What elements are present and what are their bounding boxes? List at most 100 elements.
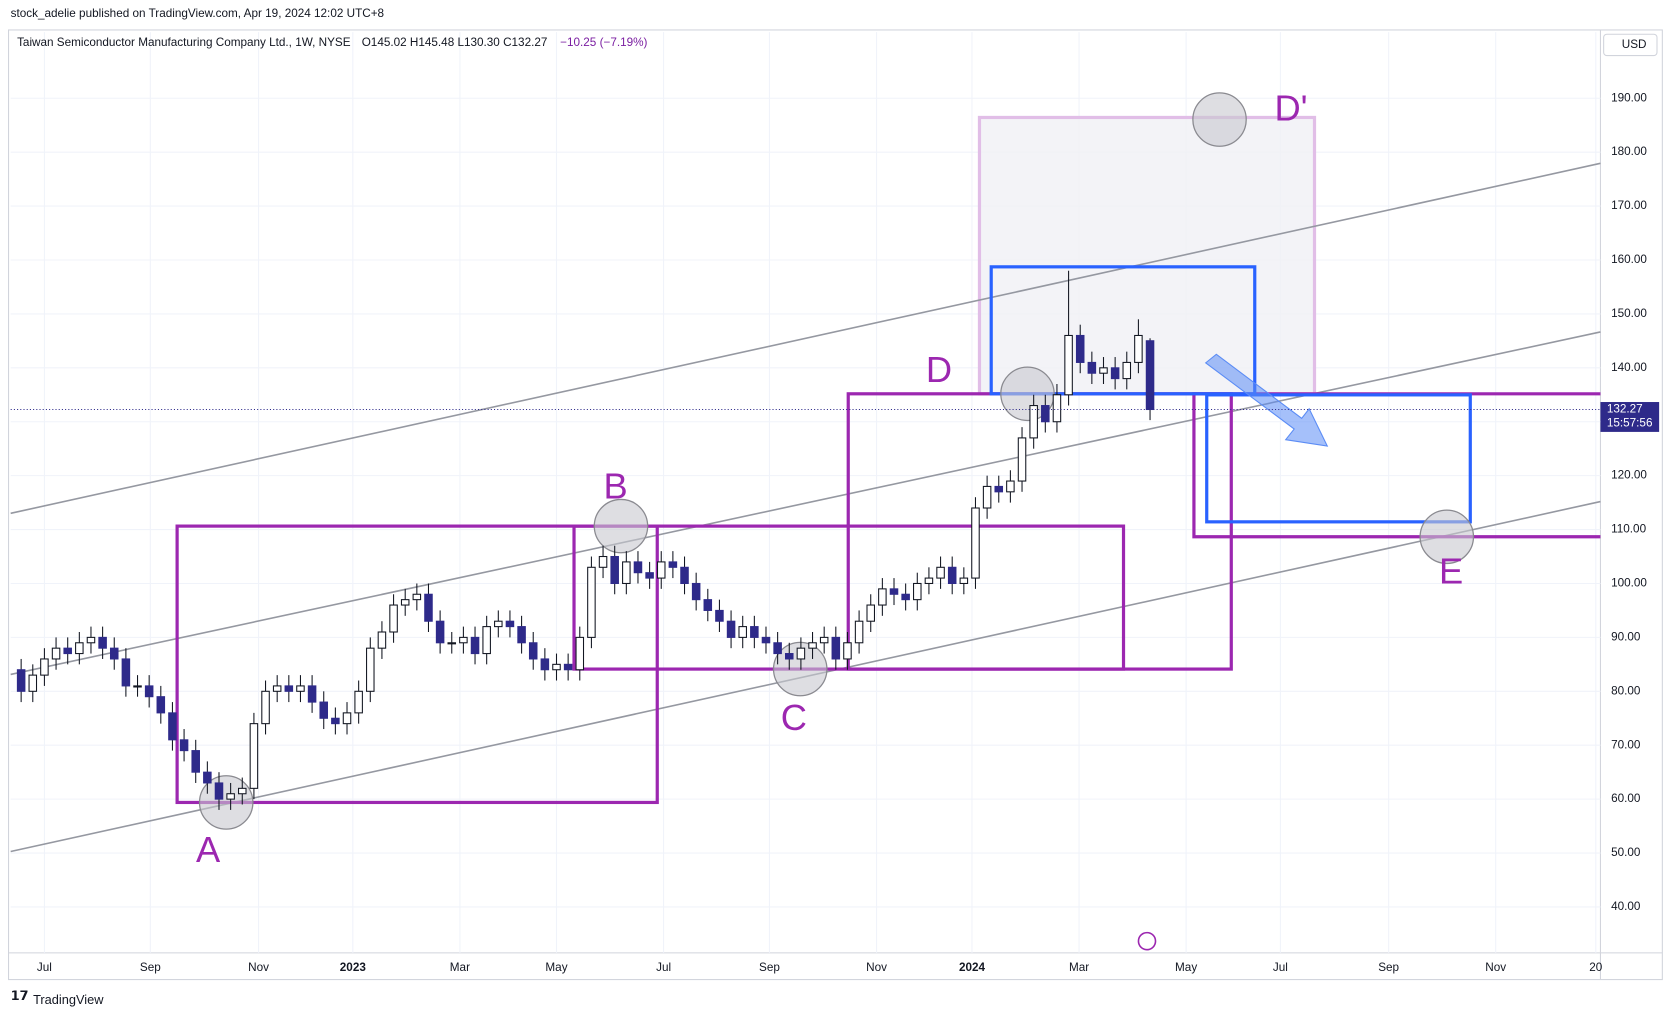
x-tick-label: Mar [1069,961,1089,974]
candle-body [226,793,235,800]
candle-body [1041,405,1050,423]
candle-body [645,572,654,579]
candles [16,270,1155,810]
candle-body [459,636,468,644]
candle-body [528,642,538,660]
y-tick-label: 100.00 [1611,577,1647,590]
candle-body [331,717,340,725]
currency-button[interactable] [1603,33,1658,57]
x-tick-label: Jul [37,961,52,974]
candle-body [563,663,573,671]
candle-body [936,566,945,579]
y-tick-label: 120.00 [1611,469,1647,482]
wave-label: E [1439,551,1463,592]
arrow [1204,353,1329,447]
event-icon[interactable] [1137,931,1157,951]
candle-body [319,701,329,719]
blue-box [989,265,1257,396]
candle-body [307,685,317,703]
x-tick-label: May [545,961,567,974]
candle-body [482,626,491,655]
candle-body [75,642,84,655]
candle-body [203,771,212,784]
candle-body [51,647,61,660]
candle-body [366,647,375,692]
candle-body [738,626,747,638]
candle-body [249,723,259,789]
candle-body [272,685,282,692]
candle-body [296,685,305,692]
candle-body [494,620,503,628]
candle-body [750,626,759,638]
candle-body [761,636,771,644]
y-tick-label: 150.00 [1611,307,1647,320]
symbol: Taiwan Semiconductor Manufacturing Compa… [17,36,351,49]
y-tick-label: 110.00 [1611,523,1646,536]
candle-body [808,642,817,649]
pivot-circle [1000,366,1055,422]
x-tick-label: 20 [1589,961,1603,974]
candle-body [843,642,852,660]
candle-body [598,555,608,568]
candle-body [1087,361,1097,374]
pivot-circle [1192,92,1247,147]
wave-label: C [781,697,807,738]
x-tick-label: 2023 [340,961,367,974]
pivot-circle [593,498,649,554]
x-tick-label: Mar [450,961,470,974]
candle-body [191,750,200,773]
y-tick-label: 160.00 [1611,253,1647,266]
candle-body [1075,334,1085,363]
y-tick-label: 40.00 [1611,900,1641,913]
candle-body [28,674,38,692]
candle-body [447,642,457,645]
ohlc: O145.02 H145.48 L130.30 C132.27 [362,36,548,49]
candle-body [470,636,480,655]
brand-logo: 𝟭𝟳 [11,988,29,1003]
chart-frame [8,29,1663,981]
candle-body [587,566,596,638]
x-tick-label: 2024 [959,961,986,974]
candle-body [400,599,410,606]
candle-body [261,690,270,725]
candle-body [238,787,247,795]
brand: TradingView [33,992,104,1007]
x-tick-label: Nov [866,961,887,974]
candle-body [377,631,387,649]
candle-body [959,577,969,585]
candle-body [913,582,922,601]
candle-body [1099,367,1108,374]
last-price-box [1600,402,1660,432]
candle-body [1145,340,1155,411]
candle-body [1064,334,1073,396]
candle-body [726,620,736,638]
grid [10,32,1601,953]
candle-body [86,636,96,644]
candle-body [971,507,980,579]
candle-body [98,636,107,649]
x-tick-label: Nov [248,961,269,974]
y-tick-label: 70.00 [1611,738,1641,751]
y-tick-label: 180.00 [1611,145,1647,158]
candle-body [1006,480,1015,493]
x-tick-label: Jul [656,961,671,974]
candle-body [214,782,224,800]
candle-body [947,566,957,585]
candle-body [796,647,806,660]
candle-body [668,561,678,568]
countdown: 15:57:56 [1607,416,1653,429]
x-tick-label: Sep [140,961,161,974]
currency[interactable]: USD [1622,38,1647,51]
wave-label: B [604,465,628,506]
x-tick-label: May [1175,961,1197,974]
candle-body [412,593,422,601]
publisher: stock_adelie published on TradingView.co… [11,7,385,20]
candle-body [866,604,875,622]
candle-body [889,588,899,595]
candle-body [133,685,142,688]
candle-body [40,658,49,676]
candle-body [575,636,585,671]
y-tick-label: 140.00 [1611,361,1647,374]
